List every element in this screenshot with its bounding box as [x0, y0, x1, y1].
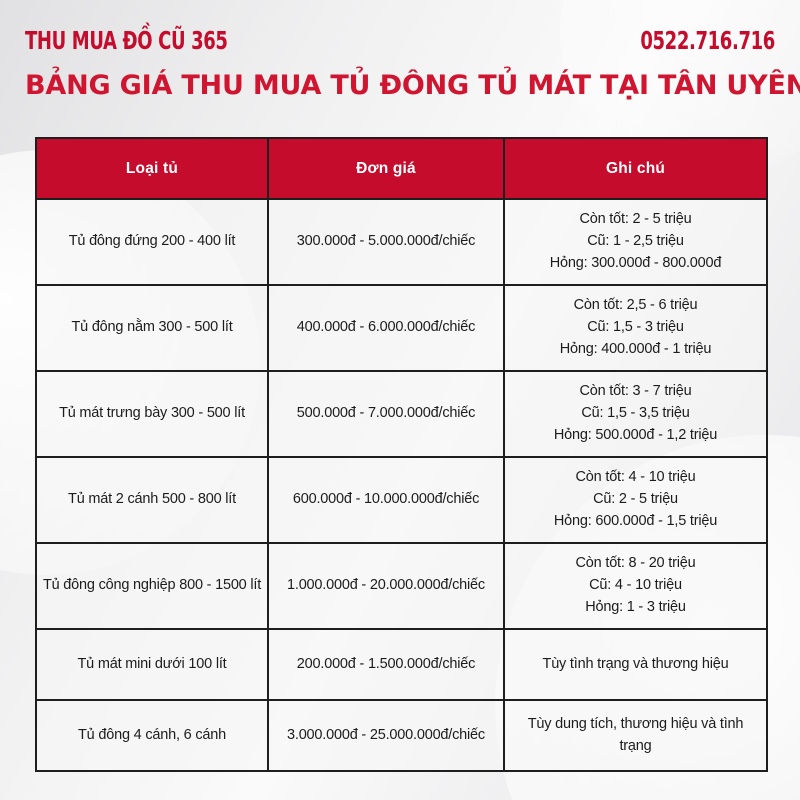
page-title: BẢNG GIÁ THU MUA TỦ ĐÔNG TỦ MÁT TẠI TÂN … [25, 70, 800, 101]
cell-cabinet-type: Tủ mát mini dưới 100 lít [35, 628, 269, 701]
note-line: Hỏng: 600.000đ - 1,5 triệu [553, 512, 718, 529]
note-line: Cũ: 2 - 5 triệu [593, 491, 678, 508]
table-row: Tủ đông nằm 300 - 500 lít 400.000đ - 6.00… [35, 284, 768, 372]
cell-notes: Còn tốt: 2,5 - 6 triệu Cũ: 1,5 - 3 triệu H… [503, 284, 768, 372]
cell-notes: Còn tốt: 2 - 5 triệu Cũ: 1 - 2,5 triệu Hỏn… [503, 198, 768, 286]
note-line: Hỏng: 400.000đ - 1 triệu [559, 340, 712, 357]
header: THU MUA ĐỒ CŨ 365 0522.716.716 BẢNG GIÁ … [0, 0, 800, 101]
note-line: Cũ: 1 - 2,5 triệu [587, 233, 684, 250]
table-row: Tủ đông công nghiệp 800 - 1500 lít 1.000.… [35, 542, 768, 630]
price-table: Loại tủ Đơn giá Ghi chú Tủ đông đứng 200… [35, 137, 768, 772]
cell-unit-price: 600.000đ - 10.000.000đ/chiếc [267, 456, 505, 544]
note-line: Còn tốt: 2,5 - 6 triệu [573, 297, 698, 314]
cell-unit-price: 400.000đ - 6.000.000đ/chiếc [267, 284, 505, 372]
cell-notes: Tùy tình trạng và thương hiệu [503, 628, 768, 701]
table-row: Tủ mát trưng bày 300 - 500 lít 500.000đ -… [35, 370, 768, 458]
table-row: Tủ đông đứng 200 - 400 lít 300.000đ - 5.0… [35, 198, 768, 286]
table-header-row: Loại tủ Đơn giá Ghi chú [35, 137, 768, 200]
note-line: Còn tốt: 4 - 10 triệu [575, 469, 696, 486]
column-header-cabinet-type: Loại tủ [35, 137, 269, 200]
note-line: Cũ: 4 - 10 triệu [589, 577, 682, 594]
note-line: Còn tốt: 8 - 20 triệu [575, 555, 696, 572]
cell-unit-price: 500.000đ - 7.000.000đ/chiếc [267, 370, 505, 458]
cell-unit-price: 300.000đ - 5.000.000đ/chiếc [267, 198, 505, 286]
table-row: Tủ mát mini dưới 100 lít 200.000đ - 1.500… [35, 628, 768, 701]
note-line: Còn tốt: 2 - 5 triệu [579, 211, 692, 228]
note-line: Tùy dung tích, thương hiệu và tình trạng [527, 715, 744, 754]
table-row: Tủ mát 2 cánh 500 - 800 lít 600.000đ - 10… [35, 456, 768, 544]
note-line: Hỏng: 300.000đ - 800.000đ [549, 254, 722, 271]
cell-cabinet-type: Tủ đông 4 cánh, 6 cánh [35, 699, 269, 772]
note-line: Cũ: 1,5 - 3 triệu [587, 319, 684, 336]
note-line: Cũ: 1,5 - 3,5 triệu [581, 405, 690, 422]
note-line: Hỏng: 1 - 3 triệu [585, 598, 686, 615]
note-line: Tùy tình trạng và thương hiệu [542, 655, 729, 672]
cell-cabinet-type: Tủ mát 2 cánh 500 - 800 lít [35, 456, 269, 544]
column-header-notes: Ghi chú [503, 137, 768, 200]
cell-cabinet-type: Tủ đông công nghiệp 800 - 1500 lít [35, 542, 269, 630]
column-header-unit-price: Đơn giá [267, 137, 505, 200]
cell-unit-price: 3.000.000đ - 25.000.000đ/chiếc [267, 699, 505, 772]
cell-notes: Còn tốt: 3 - 7 triệu Cũ: 1,5 - 3,5 triệu H… [503, 370, 768, 458]
table-row: Tủ đông 4 cánh, 6 cánh 3.000.000đ - 25.00… [35, 699, 768, 772]
cell-notes: Còn tốt: 8 - 20 triệu Cũ: 4 - 10 triệu Hỏn… [503, 542, 768, 630]
cell-cabinet-type: Tủ mát trưng bày 300 - 500 lít [35, 370, 269, 458]
cell-cabinet-type: Tủ đông nằm 300 - 500 lít [35, 284, 269, 372]
note-line: Hỏng: 500.000đ - 1,2 triệu [553, 426, 718, 443]
topbar: THU MUA ĐỒ CŨ 365 0522.716.716 [25, 26, 775, 55]
cell-notes: Tùy dung tích, thương hiệu và tình trạng [503, 699, 768, 772]
cell-unit-price: 1.000.000đ - 20.000.000đ/chiếc [267, 542, 505, 630]
cell-notes: Còn tốt: 4 - 10 triệu Cũ: 2 - 5 triệu Hỏng… [503, 456, 768, 544]
cell-unit-price: 200.000đ - 1.500.000đ/chiếc [267, 628, 505, 701]
brand-logo: THU MUA ĐỒ CŨ 365 [25, 26, 228, 55]
note-line: Còn tốt: 3 - 7 triệu [579, 383, 692, 400]
cell-cabinet-type: Tủ đông đứng 200 - 400 lít [35, 198, 269, 286]
table-body: Tủ đông đứng 200 - 400 lít 300.000đ - 5.0… [35, 198, 768, 772]
phone-number: 0522.716.716 [640, 26, 775, 55]
